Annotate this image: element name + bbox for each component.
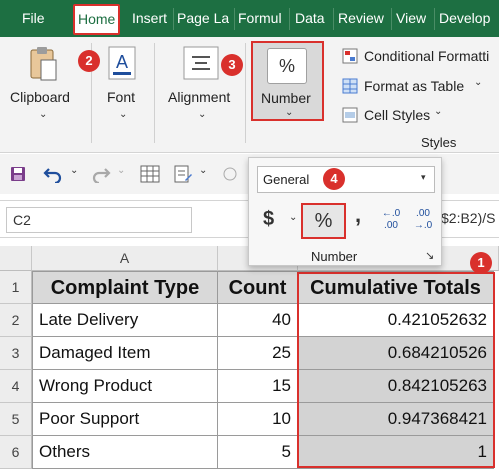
number-panel-label: Number <box>311 249 358 264</box>
table-cell-active[interactable]: 0.421052632 <box>298 304 494 337</box>
chevron-down-icon[interactable]: ⌄ <box>198 109 207 120</box>
font-label[interactable]: Font <box>107 89 136 105</box>
decrease-decimal-button[interactable]: .00 →.0 <box>413 208 433 231</box>
tab-home[interactable]: Home <box>73 4 121 35</box>
tab-file[interactable]: File <box>22 10 45 26</box>
chevron-down-icon[interactable]: ⌄ <box>119 109 128 120</box>
number-format-panel: General ▾ $ ⌄ % , ←.0 .00 .00 →.0 Number… <box>248 157 442 266</box>
tab-insert[interactable]: Insert <box>132 10 168 26</box>
chevron-down-icon[interactable]: ⌄ <box>289 212 298 223</box>
number-format-button[interactable]: % Number ⌄ <box>251 41 324 121</box>
formula-text[interactable]: $2:B2)/S <box>441 210 496 226</box>
table-cell[interactable]: 0.947368421 <box>298 403 494 436</box>
font-icon[interactable]: A <box>107 45 137 81</box>
percent-style-button[interactable]: % <box>301 203 346 239</box>
redo-icon[interactable] <box>90 164 112 184</box>
chevron-down-icon: ⌄ <box>285 107 294 118</box>
table-cell[interactable]: 25 <box>218 337 298 370</box>
tab-data[interactable]: Data <box>295 10 325 26</box>
row-header[interactable]: 5 <box>0 403 32 436</box>
table-icon[interactable] <box>139 164 161 184</box>
menu-divider <box>333 8 334 30</box>
tab-developer[interactable]: Develop <box>439 10 491 26</box>
table-cell[interactable]: 15 <box>218 370 298 403</box>
chevron-down-icon[interactable]: ▾ <box>421 172 426 182</box>
menu-bar: File Home Insert Page La Formul Data Rev… <box>0 0 499 37</box>
ribbon-divider <box>245 43 246 143</box>
alignment-icon[interactable] <box>182 45 220 81</box>
column-header-a[interactable]: A <box>32 246 218 271</box>
header-cell-cumulative-totals[interactable]: Cumulative Totals <box>298 271 494 304</box>
undo-icon[interactable] <box>42 164 64 184</box>
percent-icon: % <box>267 48 307 84</box>
chevron-down-icon[interactable]: ⌄ <box>434 106 443 117</box>
chevron-down-icon[interactable]: ⌄ <box>117 165 126 176</box>
currency-format-button[interactable]: $ <box>263 208 275 230</box>
table-cell[interactable]: Damaged Item <box>32 337 218 370</box>
row-header[interactable]: 1 <box>0 271 32 304</box>
table-cell[interactable]: 5 <box>218 436 298 469</box>
ribbon-divider <box>154 43 155 143</box>
step-badge: 3 <box>221 54 243 76</box>
row-header[interactable]: 2 <box>0 304 32 337</box>
table-cell[interactable]: Wrong Product <box>32 370 218 403</box>
step-badge: 2 <box>78 50 100 72</box>
svg-text:A: A <box>116 52 128 72</box>
header-cell-count[interactable]: Count <box>218 271 298 304</box>
clipboard-label[interactable]: Clipboard <box>10 89 70 105</box>
table-cell[interactable]: Poor Support <box>32 403 218 436</box>
format-as-table-icon[interactable] <box>341 77 359 95</box>
step-badge: 1 <box>470 252 492 274</box>
table-cell[interactable]: 0.684210526 <box>298 337 494 370</box>
conditional-formatting-icon[interactable] <box>341 47 359 65</box>
table-cell[interactable]: 40 <box>218 304 298 337</box>
increase-decimal-button[interactable]: ←.0 .00 <box>381 208 401 231</box>
row-header[interactable]: 3 <box>0 337 32 370</box>
circle-icon[interactable] <box>223 167 237 181</box>
tab-formulas[interactable]: Formul <box>238 10 282 26</box>
number-format-select[interactable]: General <box>257 166 435 193</box>
menu-divider <box>234 8 235 30</box>
table-cell[interactable]: 1 <box>298 436 494 469</box>
header-cell-complaint-type[interactable]: Complaint Type <box>32 271 218 304</box>
form-edit-icon[interactable] <box>172 164 194 184</box>
table-cell[interactable]: Others <box>32 436 218 469</box>
chevron-down-icon[interactable]: ⌄ <box>474 77 483 88</box>
paste-icon[interactable] <box>26 45 60 83</box>
ribbon: Clipboard ⌄ A Font ⌄ Alignment ⌄ Conditi… <box>0 37 499 153</box>
table-cell[interactable]: Late Delivery <box>32 304 218 337</box>
comma-style-button[interactable]: , <box>355 202 362 227</box>
tab-review[interactable]: Review <box>338 10 384 26</box>
menu-divider <box>289 8 290 30</box>
tab-view[interactable]: View <box>396 10 427 26</box>
ribbon-divider <box>91 43 92 143</box>
spreadsheet-grid: A B C 1 2 3 4 5 6 Complaint Type Count C… <box>0 246 499 473</box>
save-icon[interactable] <box>9 165 27 183</box>
table-cell[interactable]: 0.842105263 <box>298 370 494 403</box>
cell-styles-icon[interactable] <box>341 106 359 124</box>
row-header[interactable]: 4 <box>0 370 32 403</box>
conditional-formatting-button[interactable]: Conditional Formatti <box>364 48 490 64</box>
dialog-launcher-icon[interactable]: ↘ <box>425 250 435 262</box>
menu-divider <box>434 8 435 30</box>
chevron-down-icon[interactable]: ⌄ <box>199 165 208 176</box>
chevron-down-icon[interactable]: ⌄ <box>39 109 48 120</box>
chevron-down-icon[interactable]: ⌄ <box>70 165 79 176</box>
tab-page-layout[interactable]: Page La <box>177 10 230 26</box>
number-label: Number <box>261 90 311 106</box>
cell-styles-button[interactable]: Cell Styles <box>364 107 431 123</box>
select-all-corner[interactable] <box>0 246 32 271</box>
step-badge: 4 <box>323 168 345 190</box>
format-as-table-button[interactable]: Format as Table <box>364 78 465 94</box>
menu-divider <box>173 8 174 30</box>
table-cell[interactable]: 10 <box>218 403 298 436</box>
alignment-label[interactable]: Alignment <box>168 89 231 105</box>
row-header[interactable]: 6 <box>0 436 32 469</box>
name-box[interactable]: C2 <box>6 207 192 233</box>
menu-divider <box>391 8 392 30</box>
styles-group-label: Styles <box>421 135 457 150</box>
